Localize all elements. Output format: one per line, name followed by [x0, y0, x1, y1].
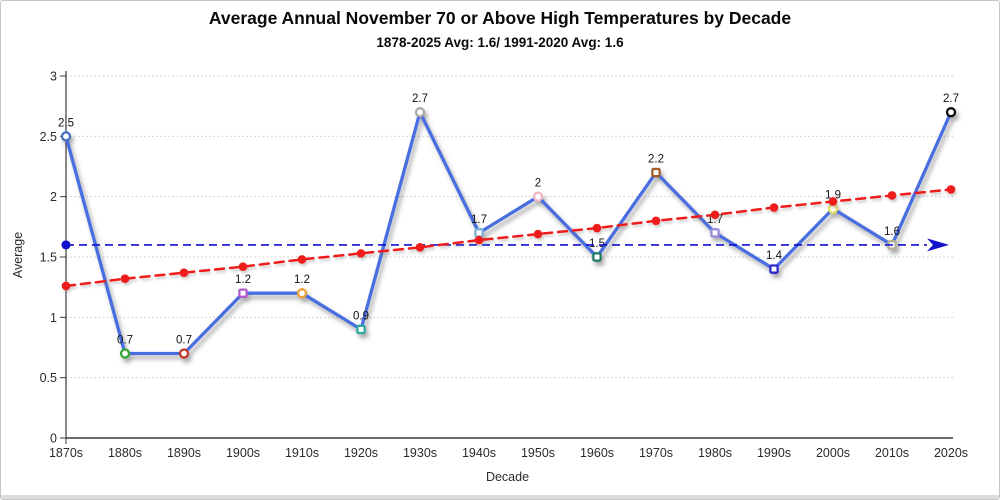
data-point-label: 2.7: [412, 93, 428, 105]
data-point-marker: [532, 191, 544, 202]
data-point-marker: [592, 252, 602, 262]
y-tick-label: 0: [50, 432, 57, 446]
x-category-label: 1980s: [698, 446, 732, 460]
data-point-label: 2.5: [58, 117, 74, 129]
x-category-label: 1950s: [521, 446, 555, 460]
y-tick-label: 2: [50, 190, 57, 204]
x-axis-title: Decade: [485, 470, 530, 484]
data-point-marker: [945, 107, 957, 118]
trend-marker: [474, 235, 484, 245]
trend-series: [61, 185, 956, 291]
x-category-label: 1930s: [403, 446, 437, 460]
x-category-label: 1970s: [639, 446, 673, 460]
chart-subtitle: 1878-2025 Avg: 1.6/ 1991-2020 Avg: 1.6: [376, 35, 624, 50]
trend-marker: [297, 255, 307, 264]
x-category-label: 2000s: [816, 446, 850, 460]
x-category-label: 1880s: [108, 446, 142, 460]
temperature-series: [60, 107, 957, 359]
x-category-label: 1870s: [49, 446, 83, 460]
data-point-marker: [414, 107, 426, 118]
data-point-marker: [60, 131, 72, 142]
data-point-marker: [356, 324, 366, 335]
data-point-label: 1.9: [825, 190, 841, 202]
trend-marker: [179, 268, 189, 277]
data-point-label: 2: [535, 178, 541, 190]
x-category-label: 2020s: [934, 446, 968, 460]
data-point-label: 0.9: [353, 310, 369, 322]
y-tick-label: 1.5: [40, 251, 57, 265]
y-tick-label: 3: [50, 70, 57, 84]
data-point-label: 1.4: [766, 250, 783, 262]
data-point-label: 1.7: [707, 214, 723, 226]
data-point-marker: [710, 228, 720, 238]
trend-marker: [238, 262, 248, 271]
x-category-label: 1890s: [167, 446, 201, 460]
data-point-label: 0.7: [176, 335, 192, 347]
data-point-label: 1.7: [471, 214, 487, 226]
chart-title: Average Annual November 70 or Above High…: [208, 8, 792, 28]
average-line-start-dot: [61, 240, 71, 250]
trend-marker: [710, 210, 720, 220]
data-point-marker: [651, 167, 661, 178]
average-reference-group: [61, 238, 949, 252]
trend-marker: [887, 191, 897, 200]
trend-marker: [592, 223, 602, 233]
trend-marker: [651, 216, 661, 226]
data-point-marker: [474, 228, 484, 238]
x-category-label: 2010s: [875, 446, 909, 460]
data-point-marker: [238, 288, 248, 298]
trend-marker: [61, 281, 71, 291]
temperature-line: [64, 110, 953, 356]
data-point-label: 1.2: [235, 274, 251, 286]
x-category-label: 1960s: [580, 446, 614, 460]
frame-bottom-edge: [1, 495, 999, 499]
data-point-marker: [827, 203, 839, 214]
trend-marker: [946, 185, 956, 194]
x-category-label: 1940s: [462, 446, 496, 460]
data-point-label: 2.2: [648, 154, 664, 166]
x-category-label: 1990s: [757, 446, 791, 460]
x-category-label: 1900s: [226, 446, 260, 460]
data-point-label: 0.7: [117, 335, 133, 347]
y-tick-label: 2.5: [40, 130, 57, 144]
trend-marker: [769, 203, 779, 212]
data-point-label: 1.6: [884, 226, 900, 238]
y-tick-label: 0.5: [40, 371, 57, 385]
y-tick-label: 1: [50, 311, 57, 325]
x-category-label: 1920s: [344, 446, 378, 460]
data-point-marker: [296, 288, 308, 299]
data-point-marker: [769, 264, 779, 274]
data-point-marker: [119, 348, 131, 359]
trend-marker: [828, 197, 838, 206]
trend-marker: [415, 243, 425, 252]
x-category-label: 1910s: [285, 446, 319, 460]
data-point-marker: [178, 348, 190, 359]
data-point-label: 2.7: [943, 93, 959, 105]
trend-marker: [356, 249, 366, 258]
trend-line: [64, 188, 953, 288]
data-point-label: 1.5: [589, 238, 605, 250]
trend-marker: [533, 229, 543, 239]
data-point-label: 1.2: [294, 274, 310, 286]
average-line-arrow: [927, 238, 949, 252]
trend-marker: [120, 274, 130, 284]
